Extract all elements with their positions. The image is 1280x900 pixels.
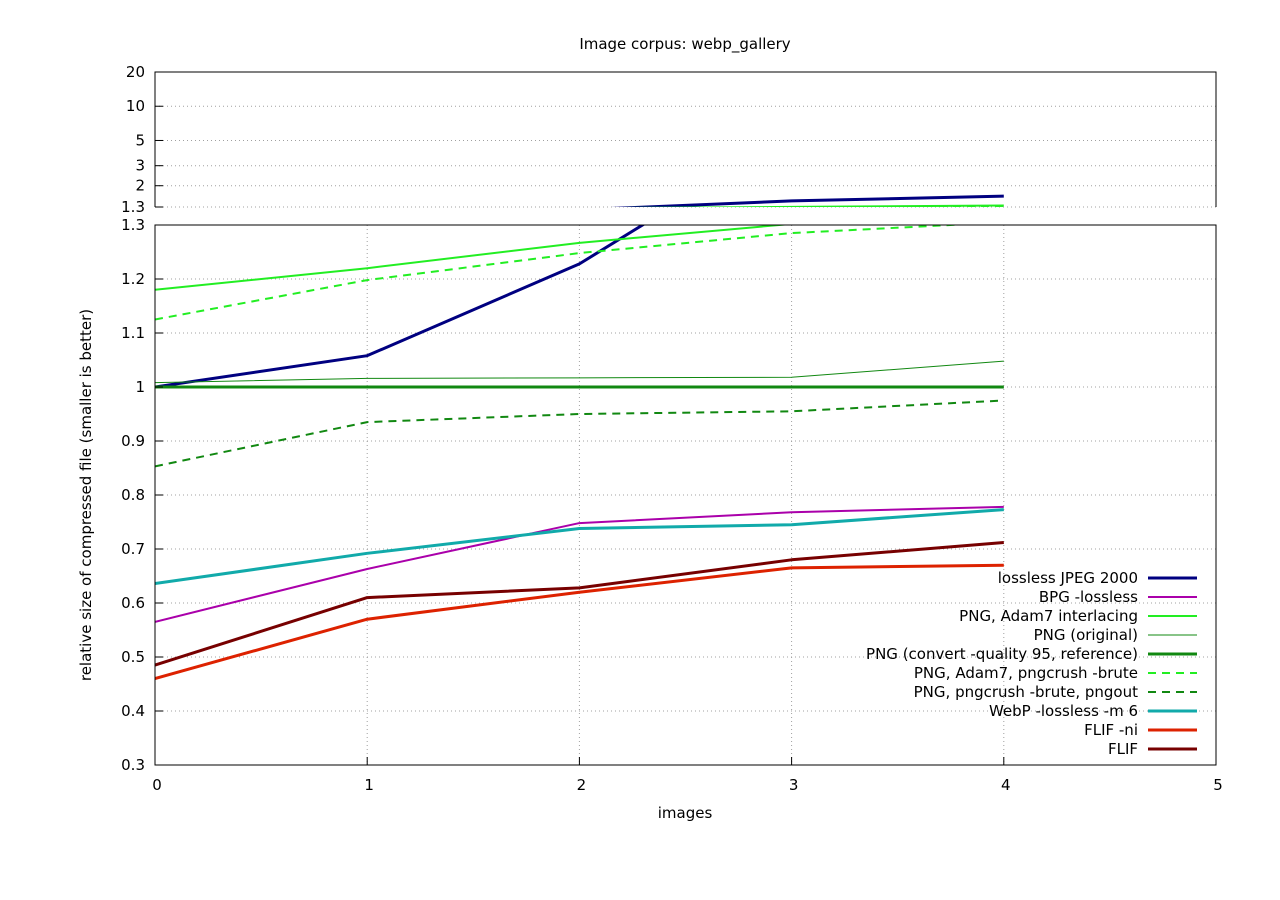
- y-tick-label-lower: 1.3: [121, 216, 145, 234]
- y-tick-label-lower: 0.9: [121, 432, 145, 450]
- y-axis-label: relative size of compressed file (smalle…: [77, 309, 95, 681]
- y-tick-label-lower: 1.1: [121, 324, 145, 342]
- x-tick-label: 5: [1213, 776, 1223, 794]
- y-tick-label-lower: 0.7: [121, 540, 145, 558]
- y-tick-label-upper: 2: [135, 177, 145, 195]
- x-tick-label: 1: [364, 776, 374, 794]
- y-tick-label-lower: 0.6: [121, 594, 145, 612]
- x-tick-label: 0: [152, 776, 162, 794]
- series-png-original-line: [155, 360, 1004, 384]
- y-tick-label-lower: 0.8: [121, 486, 145, 504]
- x-axis-label: images: [658, 804, 713, 822]
- legend-png-pngcrush-brute-pngout-label: PNG, pngcrush -brute, pngout: [914, 683, 1138, 701]
- y-tick-label-lower: 1: [135, 378, 145, 396]
- legend-png-convert-quality-95-reference-label: PNG (convert -quality 95, reference): [866, 645, 1138, 663]
- series-lossless-jpeg-2000-line: [155, 225, 646, 389]
- legend-bpg-lossless-label: BPG -lossless: [1039, 588, 1138, 606]
- y-tick-label-upper: 1.3: [121, 198, 145, 216]
- series-lower-panel: [155, 225, 1004, 681]
- y-tick-label-lower: 1.2: [121, 270, 145, 288]
- series-lossless-jpeg-2000-line-upper: [610, 194, 1004, 207]
- x-tick-label: 2: [577, 776, 587, 794]
- y-tick-label-upper: 20: [126, 63, 145, 81]
- y-tick-label-lower: 0.5: [121, 648, 145, 666]
- legend-flif-ni-label: FLIF -ni: [1084, 721, 1138, 739]
- y-tick-label-upper: 10: [126, 97, 145, 115]
- x-tick-label: 3: [789, 776, 799, 794]
- series-png-adam7-pngcrush-brute-line-upper: [728, 205, 1004, 207]
- legend-webp-lossless-m-6-label: WebP -lossless -m 6: [989, 702, 1138, 720]
- y-tick-label-upper: 3: [135, 157, 145, 175]
- series-upper-panel: [610, 194, 1004, 207]
- legend-lossless-jpeg-2000-label: lossless JPEG 2000: [998, 569, 1138, 587]
- series-layer: [155, 194, 1004, 681]
- legend-png-adam7-interlacing-label: PNG, Adam7 interlacing: [959, 607, 1138, 625]
- legend-png-original-label: PNG (original): [1034, 626, 1138, 644]
- series-flif-ni-line: [155, 563, 1004, 681]
- series-png-adam7-pngcrush-brute-line: [155, 225, 971, 321]
- chart-title: Image corpus: webp_gallery: [579, 35, 790, 54]
- series-png-pngcrush-brute-pngout-line: [155, 399, 1004, 468]
- x-tick-label: 4: [1001, 776, 1011, 794]
- legend-png-adam7-pngcrush-brute-label: PNG, Adam7, pngcrush -brute: [914, 664, 1138, 682]
- legend-flif-label: FLIF: [1108, 740, 1138, 758]
- axes-layer: 0.30.40.50.60.70.80.911.11.21.31.3235102…: [121, 63, 1223, 794]
- y-tick-label-lower: 0.3: [121, 756, 145, 774]
- y-tick-label-lower: 0.4: [121, 702, 145, 720]
- y-tick-label-upper: 5: [135, 131, 145, 149]
- series-flif-line: [155, 541, 1004, 667]
- series-bpg-lossless-line: [155, 505, 1004, 623]
- upper-panel-frame: [154, 71, 1217, 207]
- series-webp-lossless-m-6-line: [155, 508, 1004, 586]
- series-png-adam7-interlacing-line: [155, 225, 791, 291]
- lower-panel-frame: [154, 224, 1217, 766]
